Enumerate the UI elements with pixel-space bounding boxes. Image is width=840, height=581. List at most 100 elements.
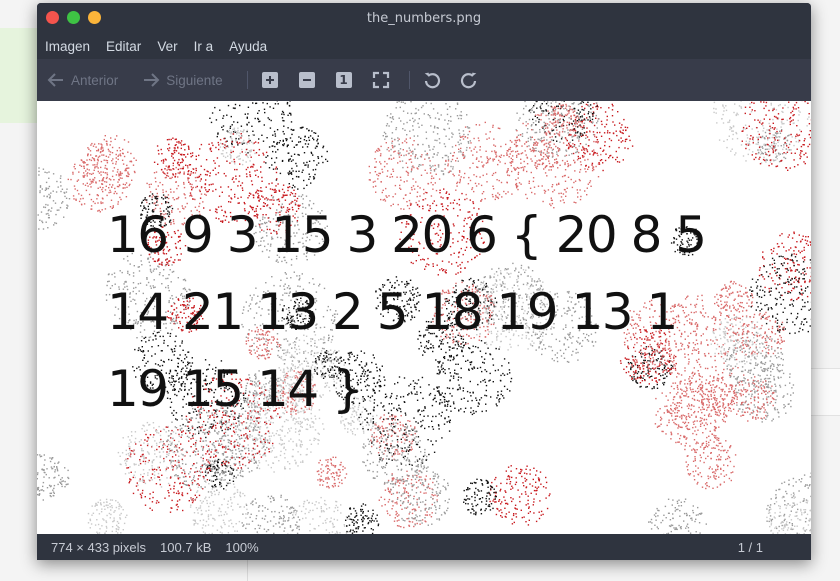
noise-dot [470,246,472,249]
noise-dot [394,451,396,453]
noise-dot [413,250,416,252]
noise-dot [733,317,736,319]
noise-dot [713,315,715,318]
menu-editar[interactable]: Editar [106,38,142,54]
noise-dot [702,308,704,310]
noise-dot [681,418,683,420]
noise-dot [655,359,658,361]
menu-ayuda[interactable]: Ayuda [229,38,268,54]
menu-ver[interactable]: Ver [157,38,178,54]
noise-dot [687,396,689,398]
noise-dot [676,407,679,409]
noise-dot [636,381,638,384]
noise-dot [695,333,698,335]
noise-dot [534,295,536,297]
title-bar[interactable]: the_numbers.png [37,3,811,33]
noise-dot [55,213,57,216]
noise-dot [117,203,119,205]
noise-dot [537,280,539,282]
noise-dot [322,377,325,379]
rotate-right-button[interactable] [460,71,478,89]
fit-window-button[interactable] [372,71,390,89]
noise-dot [731,323,733,325]
noise-dot [302,461,304,463]
noise-dot [390,435,393,437]
noise-dot [302,390,305,392]
noise-dot [140,340,143,342]
noise-dot [319,355,321,357]
menu-imagen[interactable]: Imagen [45,38,91,54]
image-viewer-window: the_numbers.png Imagen Editar Ver Ir a A… [37,3,811,560]
zoom-normal-button[interactable]: 1 [335,71,353,89]
image-canvas[interactable]: 16 9 3 15 3 20 6 { 20 8 5 14 21 13 2 5 18… [37,101,811,534]
close-window-button[interactable] [46,11,59,24]
zoom-in-icon [261,72,278,88]
noise-dot [521,308,523,310]
noise-dot [268,256,270,258]
noise-dot [86,182,88,184]
noise-dot [192,297,194,300]
noise-dot [784,104,786,106]
noise-dot [694,410,696,413]
noise-dot [446,236,449,238]
noise-dot [173,199,176,201]
noise-dot [194,176,197,179]
noise-dot [518,316,520,319]
noise-dot [126,514,128,516]
noise-dot [179,322,181,325]
noise-dot [210,427,213,429]
noise-dot [167,332,169,334]
rotate-left-button[interactable] [423,71,441,89]
noise-dot [284,199,287,201]
noise-dot [186,378,188,381]
noise-dot [656,359,658,362]
noise-dot [725,351,727,353]
noise-dot [450,354,452,357]
noise-dot [147,350,149,352]
noise-dot [294,344,296,346]
noise-dot [779,104,781,106]
noise-dot [687,354,689,356]
noise-dot [258,467,261,470]
noise-dot [472,201,474,203]
noise-dot [475,286,477,288]
noise-dot [432,318,434,320]
noise-dot [311,303,314,305]
menu-ir-a[interactable]: Ir a [193,38,214,54]
noise-dot [757,130,759,133]
noise-dot [710,355,712,358]
minimize-window-button[interactable] [67,11,80,24]
noise-dot [281,203,283,205]
noise-dot [114,293,116,296]
noise-dot [52,491,55,493]
noise-dot [278,190,281,192]
noise-dot [253,210,256,213]
noise-dot [199,307,201,310]
noise-dot [423,188,425,191]
noise-dot [169,332,172,335]
previous-button[interactable]: Anterior [47,71,118,89]
noise-dot [173,389,176,391]
zoom-in-button[interactable] [261,71,279,89]
noise-dot [329,376,331,378]
noise-dot [279,415,281,418]
noise-dot [730,335,732,337]
noise-dot [535,166,537,168]
noise-dot [49,195,51,197]
noise-dot [250,458,253,460]
noise-dot [648,363,650,366]
noise-dot [181,415,183,417]
noise-dot [178,316,180,319]
noise-dot [690,232,692,234]
noise-dot [179,320,181,323]
noise-dot [521,337,523,340]
noise-dot [721,118,723,120]
zoom-out-button[interactable] [298,71,316,89]
noise-dot [267,398,270,401]
noise-dot [297,204,299,206]
noise-dot [440,342,442,345]
maximize-window-button[interactable] [88,11,101,24]
noise-dot [476,291,478,293]
noise-dot [722,331,725,333]
next-button[interactable]: Siguiente [142,71,223,89]
